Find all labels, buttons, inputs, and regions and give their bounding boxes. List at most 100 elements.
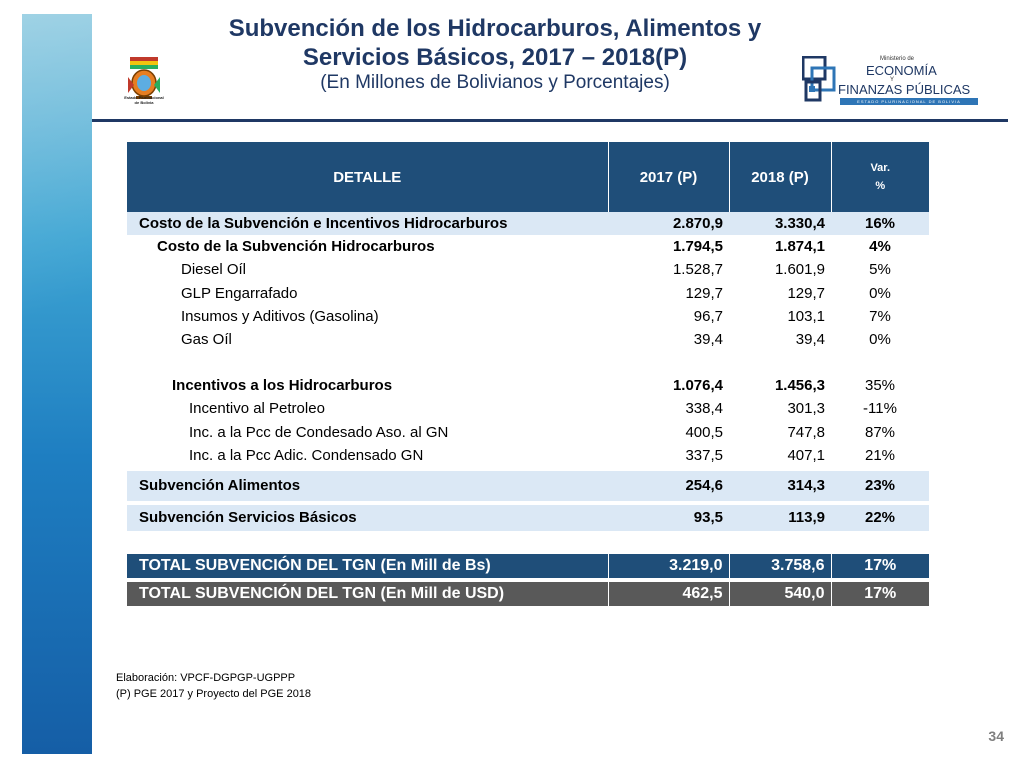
row-label: Subvención Servicios Básicos: [127, 504, 608, 531]
row-label: Inc. a la Pcc de Condesado Aso. al GN: [189, 423, 449, 441]
row-label: Incentivos a los Hidrocarburos: [172, 377, 393, 395]
source-elaboracion: Elaboración: VPCF-DGPGP-UGPPP: [116, 672, 296, 684]
page-title-line2: Servicios Básicos, 2017 – 2018(P): [302, 44, 688, 71]
row-2017: 337,5: [685, 446, 723, 464]
table-row: Subvención Servicios Básicos 93,5 113,9 …: [127, 504, 929, 531]
row-var: 17%: [831, 553, 929, 578]
row-2018: 39,4: [795, 331, 825, 349]
table-row: Incentivos a los Hidrocarburos 1.076,4 1…: [127, 374, 929, 397]
row-var: 7%: [869, 307, 891, 325]
row-var: 21%: [864, 446, 896, 464]
table-row: Insumos y Aditivos (Gasolina) 96,7 103,1…: [127, 305, 929, 328]
row-2017: 129,7: [685, 284, 723, 302]
table-row: Costo de la Subvención e Incentivos Hidr…: [127, 212, 929, 236]
spacer-row: [127, 531, 929, 554]
row-var: 0%: [869, 284, 891, 302]
ministry-logo-line3: Y: [890, 77, 895, 83]
row-2017: 462,5: [608, 581, 730, 606]
row-2017: 1.528,7: [672, 261, 723, 279]
table-row: Inc. a la Pcc de Condesado Aso. al GN 40…: [127, 421, 929, 444]
row-2018: 129,7: [787, 284, 825, 302]
row-2017: 3.219,0: [608, 553, 730, 578]
row-2018: 540,0: [729, 581, 832, 606]
row-label: Costo de la Subvención Hidrocarburos: [157, 238, 435, 256]
row-2018: 113,9: [729, 504, 831, 531]
header-divider: [92, 119, 1008, 122]
page-number: 34: [988, 728, 1004, 744]
row-label: Gas Oíl: [181, 331, 232, 349]
table-row: GLP Engarrafado 129,7 129,7 0%: [127, 282, 929, 305]
ministry-logo-line5: ESTADO PLURINACIONAL DE BOLIVIA: [840, 98, 978, 105]
source-footnote: (P) PGE 2017 y Proyecto del PGE 2018: [116, 688, 312, 700]
table-row: Subvención Alimentos 254,6 314,3 23%: [127, 470, 929, 501]
left-accent-bar: [22, 14, 92, 754]
row-label: Insumos y Aditivos (Gasolina): [181, 307, 379, 325]
row-2017: 400,5: [685, 423, 723, 441]
row-2017: 2.870,9: [608, 212, 729, 236]
spacer-row: [127, 500, 929, 505]
spacer-row: [127, 351, 929, 374]
spacer-row: [127, 577, 929, 582]
column-header-2017: 2017 (P): [608, 142, 730, 212]
row-label: Diesel Oíl: [181, 261, 247, 279]
row-var: 17%: [831, 581, 929, 606]
table-row: Gas Oíl 39,4 39,4 0%: [127, 328, 929, 351]
column-header-2018: 2018 (P): [729, 142, 832, 212]
page-subtitle: (En Millones de Bolivianos y Porcentajes…: [320, 72, 670, 93]
ministry-logo-icon: [802, 56, 836, 102]
row-var: 0%: [869, 331, 891, 349]
bolivia-coat-of-arms-icon: [128, 57, 160, 99]
subsidy-table: DETALLE 2017 (P) 2018 (P) Var.% Costo de…: [127, 142, 929, 606]
row-2017: 338,4: [685, 400, 723, 418]
row-var: 16%: [831, 212, 929, 236]
row-var: 23%: [831, 470, 929, 501]
table-row: Incentivo al Petroleo 338,4 301,3 -11%: [127, 397, 929, 420]
row-2018: 103,1: [787, 307, 825, 325]
table-row: Costo de la Subvención Hidrocarburos 1.7…: [127, 235, 929, 258]
row-2017: 96,7: [693, 307, 723, 325]
row-var: 35%: [864, 377, 896, 395]
table-row: Inc. a la Pcc Adic. Condensado GN 337,5 …: [127, 444, 929, 467]
row-var: 5%: [869, 261, 891, 279]
ministry-logo: Ministerio de ECONOMÍA Y FINANZAS PÚBLIC…: [800, 52, 980, 110]
row-2018: 3.330,4: [729, 212, 831, 236]
row-label: Costo de la Subvención e Incentivos Hidr…: [127, 212, 608, 236]
row-2017: 1.794,5: [672, 238, 723, 256]
row-2018: 1.601,9: [774, 261, 825, 279]
table-row: Diesel Oíl 1.528,7 1.601,9 5%: [127, 258, 929, 281]
column-header-detalle: DETALLE: [127, 142, 609, 212]
page-title-line1: Subvención de los Hidrocarburos, Aliment…: [228, 15, 762, 42]
row-label: Inc. a la Pcc Adic. Condensado GN: [189, 446, 424, 464]
row-var: 4%: [869, 238, 891, 256]
row-2018: 1.456,3: [774, 377, 825, 395]
source-note: Elaboración: VPCF-DGPGP-UGPPP (P) PGE 20…: [116, 670, 311, 702]
row-2018: 1.874,1: [774, 238, 825, 256]
ministry-logo-line1: Ministerio de: [880, 56, 915, 62]
row-2017: 39,4: [693, 331, 723, 349]
row-var: 87%: [864, 423, 896, 441]
row-2018: 314,3: [729, 470, 831, 501]
row-label: GLP Engarrafado: [181, 284, 298, 302]
row-2018: 3.758,6: [729, 553, 832, 578]
row-2018: 407,1: [787, 446, 825, 464]
row-label: Incentivo al Petroleo: [189, 400, 325, 418]
emblem-caption: Estado Plurinacional de Bolivia: [124, 95, 164, 105]
ministry-logo-line4: FINANZAS PÚBLICAS: [838, 82, 971, 97]
column-header-var: Var.%: [831, 142, 929, 212]
row-2017: 93,5: [608, 504, 729, 531]
row-label: TOTAL SUBVENCIÓN DEL TGN (En Mill de USD…: [127, 581, 609, 606]
row-label: TOTAL SUBVENCIÓN DEL TGN (En Mill de Bs): [127, 553, 609, 578]
row-2017: 254,6: [608, 470, 729, 501]
total-bs-row: TOTAL SUBVENCIÓN DEL TGN (En Mill de Bs)…: [127, 553, 929, 578]
row-var: 22%: [831, 504, 929, 531]
title-block: Subvención de los Hidrocarburos, Aliment…: [100, 14, 890, 94]
spacer-row: [127, 466, 929, 471]
row-2018: 747,8: [787, 423, 825, 441]
ministry-logo-line2: ECONOMÍA: [866, 63, 937, 78]
table-header-row: DETALLE 2017 (P) 2018 (P) Var.%: [127, 142, 929, 212]
row-2018: 301,3: [787, 400, 825, 418]
row-label: Subvención Alimentos: [127, 470, 608, 501]
total-usd-row: TOTAL SUBVENCIÓN DEL TGN (En Mill de USD…: [127, 581, 929, 606]
row-2017: 1.076,4: [672, 377, 723, 395]
row-var: -11%: [863, 400, 897, 418]
